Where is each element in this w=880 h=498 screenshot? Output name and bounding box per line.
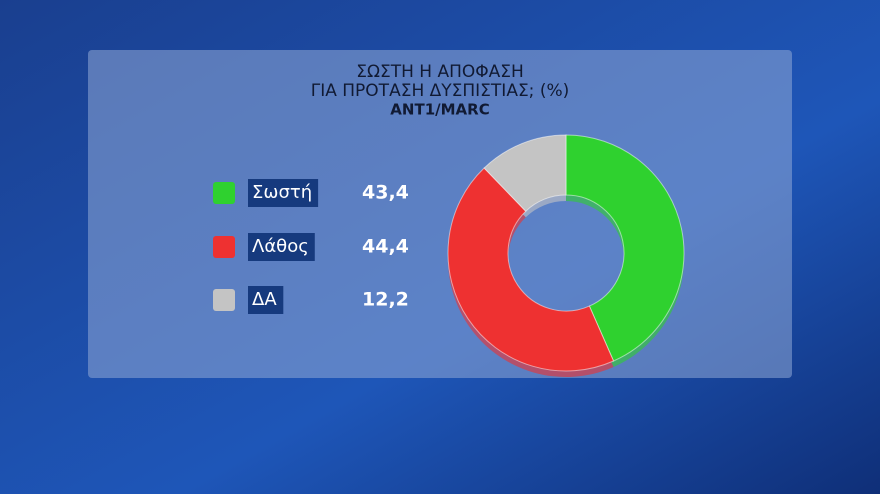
- legend-label: Λάθος: [252, 236, 309, 257]
- chart-title: ΣΩΣΤΗ Η ΑΠΟΦΑΣΗ: [356, 62, 524, 82]
- legend-label: ΔΑ: [252, 289, 277, 310]
- legend: Σωστή 43,4 Λάθος 44,4 ΔΑ 12,2: [213, 179, 409, 314]
- legend-label-box: [248, 233, 315, 261]
- chart-subtitle: ANT1/MARC: [390, 101, 489, 119]
- value-label: 43,4: [362, 182, 409, 204]
- legend-label-box: [248, 286, 284, 314]
- value-label: 12,2: [362, 289, 409, 311]
- legend-label: Σωστή: [252, 182, 312, 203]
- segment: [483, 134, 567, 212]
- segment: [447, 167, 615, 372]
- segment: [565, 134, 685, 362]
- legend-swatch: [213, 289, 235, 311]
- legend-label-box: [248, 179, 319, 207]
- legend-swatch: [213, 236, 235, 258]
- value-label: 44,4: [362, 236, 409, 258]
- donut: [447, 134, 685, 377]
- chart-title: ΓΙΑ ΠΡΟΤΑΣΗ ΔΥΣΠΙΣΤΙΑΣ; (%): [311, 81, 570, 101]
- legend-swatch: [213, 182, 235, 204]
